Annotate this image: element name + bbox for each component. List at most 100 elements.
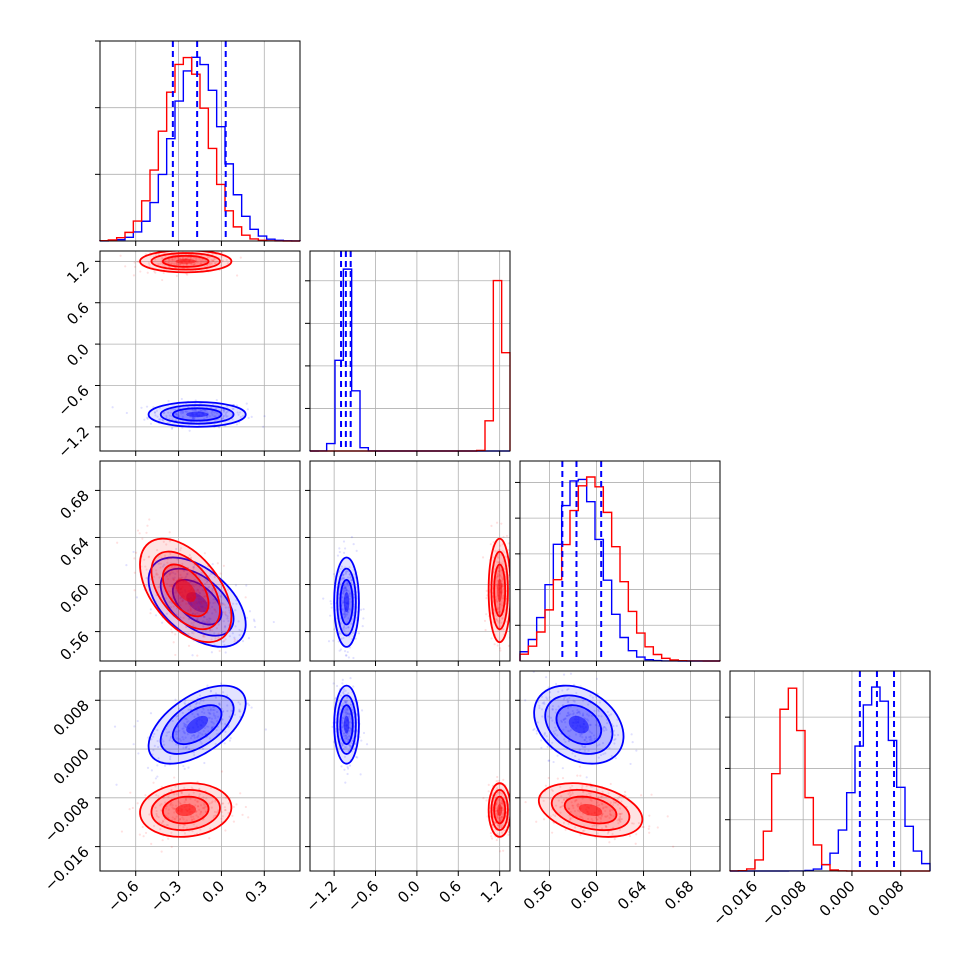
scatter-point (209, 712, 212, 715)
scatter-point (171, 740, 174, 743)
scatter-point (342, 551, 346, 554)
scatter-point (159, 804, 162, 807)
scatter-point (581, 784, 584, 788)
scatter-point (222, 602, 225, 605)
scatter-point (181, 569, 184, 572)
scatter-point (342, 636, 345, 640)
scatter-point (177, 819, 180, 822)
scatter-point (554, 721, 557, 724)
scatter-point (360, 608, 363, 611)
scatter-point (173, 408, 176, 411)
scatter-point (501, 823, 504, 826)
scatter-point (593, 824, 597, 827)
scatter-point (223, 626, 227, 629)
scatter-point (169, 755, 172, 758)
scatter-point (167, 265, 171, 268)
scatter-point (349, 745, 352, 748)
scatter-point (535, 729, 538, 732)
scatter-point (226, 405, 229, 408)
scatter-point (498, 619, 501, 622)
scatter-point (183, 732, 187, 735)
xtick-label: 0.56 (520, 877, 556, 913)
scatter-point (189, 605, 192, 608)
scatter-point (148, 518, 151, 521)
scatter-point (607, 792, 610, 795)
scatter-point (222, 414, 225, 418)
scatter-point (145, 531, 148, 534)
scatter-point (338, 547, 341, 550)
scatter-point (568, 791, 571, 794)
scatter-point (202, 796, 205, 799)
scatter-point (614, 801, 617, 804)
scatter-point (173, 818, 176, 821)
scatter-point (194, 804, 197, 807)
scatter-point (496, 608, 499, 611)
scatter-point (346, 582, 349, 585)
scatter-point (124, 265, 127, 268)
scatter-point (217, 715, 220, 718)
scatter-point (343, 732, 346, 735)
scatter-point (343, 629, 346, 632)
scatter-point (189, 256, 192, 259)
scatter-point (228, 609, 231, 612)
scatter-point (146, 416, 149, 419)
scatter-point (231, 632, 234, 635)
scatter-point (129, 791, 132, 794)
scatter-point (236, 411, 239, 414)
scatter-point (232, 820, 236, 823)
scatter-point (498, 647, 502, 650)
scatter-point (592, 824, 595, 827)
scatter-point (587, 714, 590, 717)
scatter-point (583, 738, 586, 742)
scatter-point (192, 624, 195, 627)
scatter-point (576, 805, 580, 808)
scatter-point (540, 708, 544, 711)
scatter-point (562, 698, 566, 701)
scatter-point (174, 572, 177, 575)
scatter-point (189, 556, 193, 559)
scatter-point (183, 723, 186, 726)
scatter-point (178, 824, 181, 827)
scatter-point (193, 602, 196, 605)
scatter-point (223, 806, 227, 809)
scatter-point (192, 817, 195, 821)
contour-1-3 (175, 258, 196, 264)
scatter-point (344, 689, 347, 692)
scatter-point (132, 743, 135, 746)
scatter-point (577, 758, 581, 761)
scatter-point (613, 742, 616, 745)
scatter-point (214, 742, 217, 746)
scatter-point (173, 776, 176, 779)
scatter-point (495, 598, 498, 601)
scatter-point (206, 420, 209, 423)
scatter-point (192, 823, 195, 826)
scatter-point (343, 611, 347, 614)
scatter-point (341, 595, 344, 599)
scatter-point (672, 845, 675, 848)
scatter-point (650, 793, 653, 796)
scatter-point (224, 614, 228, 617)
scatter-point (217, 636, 220, 639)
scatter-point (571, 713, 575, 716)
scatter-point (513, 812, 515, 814)
scatter-point (217, 426, 221, 429)
scatter-point (212, 714, 216, 717)
xtick-label: 0.3 (242, 877, 272, 907)
scatter-point (149, 612, 152, 615)
scatter-point (346, 611, 350, 614)
scatter-point (499, 802, 502, 805)
scatter-point (164, 260, 167, 263)
scatter-point (348, 654, 350, 656)
scatter-point (221, 718, 224, 721)
scatter-point (179, 249, 181, 251)
scatter-point (563, 798, 566, 801)
scatter-point (211, 413, 214, 416)
scatter-point (498, 826, 502, 829)
scatter-point (224, 651, 227, 654)
xtick-label: 0.68 (661, 877, 697, 913)
scatter-point (613, 838, 616, 841)
scatter-point (349, 592, 352, 595)
scatter-point (589, 798, 592, 801)
scatter-point (337, 664, 339, 666)
scatter-point (581, 699, 585, 702)
